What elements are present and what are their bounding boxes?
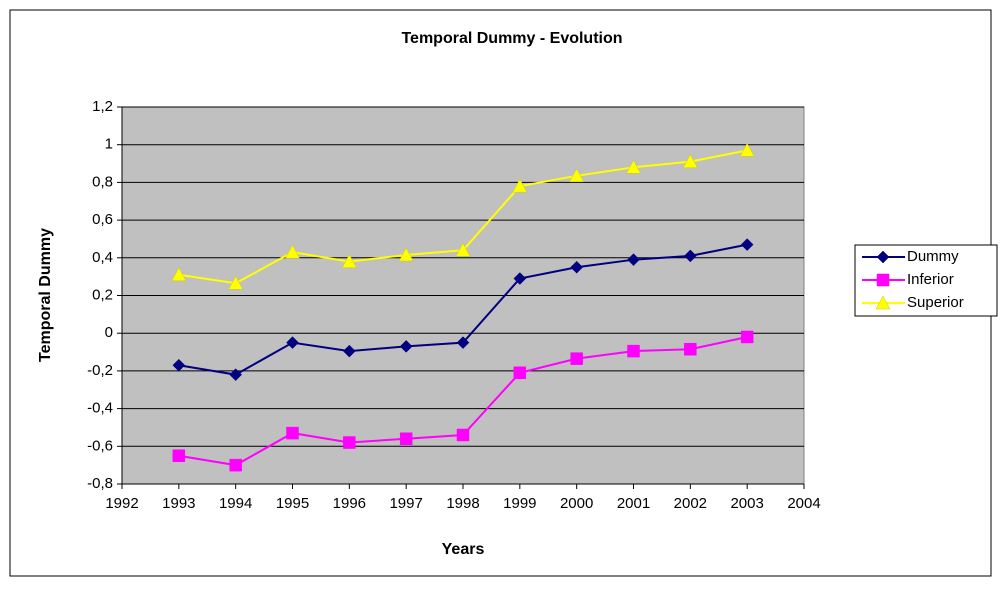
data-point	[398, 247, 414, 262]
data-point	[456, 336, 470, 349]
x-tick-label: 2002	[674, 495, 707, 512]
data-point	[740, 330, 754, 344]
data-point	[627, 344, 640, 358]
data-point	[456, 428, 470, 442]
data-point	[626, 159, 641, 174]
chart-title: Temporal Dummy - Evolution	[401, 30, 622, 47]
data-point	[286, 336, 299, 349]
data-point	[172, 358, 186, 372]
y-tick-label: 0,4	[92, 249, 113, 266]
data-point	[399, 432, 413, 446]
y-tick-label: 0,2	[92, 286, 113, 303]
y-tick-label: 0	[105, 324, 113, 341]
data-point	[682, 154, 698, 168]
legend-marker	[876, 250, 890, 264]
legend-marker	[876, 273, 890, 287]
data-point	[455, 242, 471, 257]
y-tick-label: 0,6	[92, 211, 113, 228]
legend-label: Inferior	[907, 271, 954, 288]
x-tick-label: 2000	[560, 495, 593, 512]
data-point	[513, 366, 527, 380]
x-tick-label: 1997	[389, 495, 422, 512]
data-point	[229, 368, 243, 382]
data-point	[341, 254, 357, 268]
data-point	[683, 249, 697, 263]
data-point	[512, 178, 528, 193]
data-point	[627, 253, 640, 267]
data-point	[684, 342, 697, 356]
data-point	[399, 340, 413, 353]
y-tick-label: 0,8	[92, 173, 113, 190]
data-point	[570, 352, 583, 365]
data-point	[172, 449, 186, 462]
data-point	[342, 344, 356, 358]
x-tick-label: 2003	[730, 495, 763, 512]
x-tick-label: 1999	[503, 495, 536, 512]
x-tick-label: 1995	[276, 495, 309, 512]
data-point	[229, 458, 242, 472]
x-tick-label: 1996	[333, 495, 366, 512]
legend-label: Dummy	[907, 248, 959, 265]
data-point	[171, 267, 187, 282]
y-tick-label: -0,6	[87, 437, 113, 454]
legend-marker	[875, 295, 891, 310]
data-point	[569, 168, 585, 183]
x-tick-label: 1998	[446, 495, 479, 512]
x-tick-label: 1993	[162, 495, 195, 512]
data-point	[343, 436, 356, 449]
data-point	[739, 142, 755, 157]
legend-label: Superior	[907, 294, 964, 311]
y-tick-label: -0,2	[87, 362, 113, 379]
x-axis-label: Years	[442, 541, 485, 558]
x-tick-label: 1994	[219, 495, 252, 512]
y-tick-label: -0,4	[87, 400, 113, 417]
data-point	[570, 260, 584, 274]
y-tick-label: 1	[105, 136, 113, 153]
data-point	[513, 272, 527, 285]
x-tick-label: 2001	[617, 495, 650, 512]
x-tick-label: 2004	[787, 495, 820, 512]
y-tick-label: 1,2	[92, 98, 113, 115]
data-point	[228, 275, 244, 290]
data-point	[286, 426, 299, 440]
data-point	[740, 238, 754, 251]
y-axis-label: Temporal Dummy	[37, 228, 54, 362]
data-point	[285, 244, 300, 259]
y-tick-label: -0,8	[87, 475, 113, 492]
x-tick-label: 1992	[105, 495, 138, 512]
